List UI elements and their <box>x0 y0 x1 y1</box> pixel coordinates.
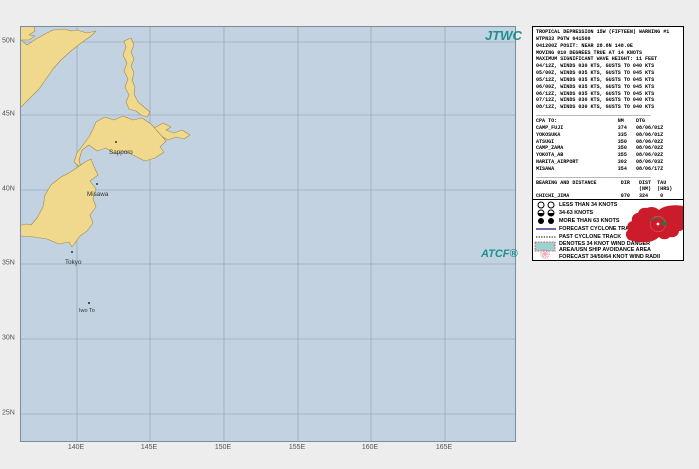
svg-text:Iwo To: Iwo To <box>79 308 95 314</box>
svg-text:Tokyo: Tokyo <box>65 259 82 266</box>
svg-text:Misawa: Misawa <box>87 191 109 198</box>
svg-text:Sapporo: Sapporo <box>109 149 133 156</box>
